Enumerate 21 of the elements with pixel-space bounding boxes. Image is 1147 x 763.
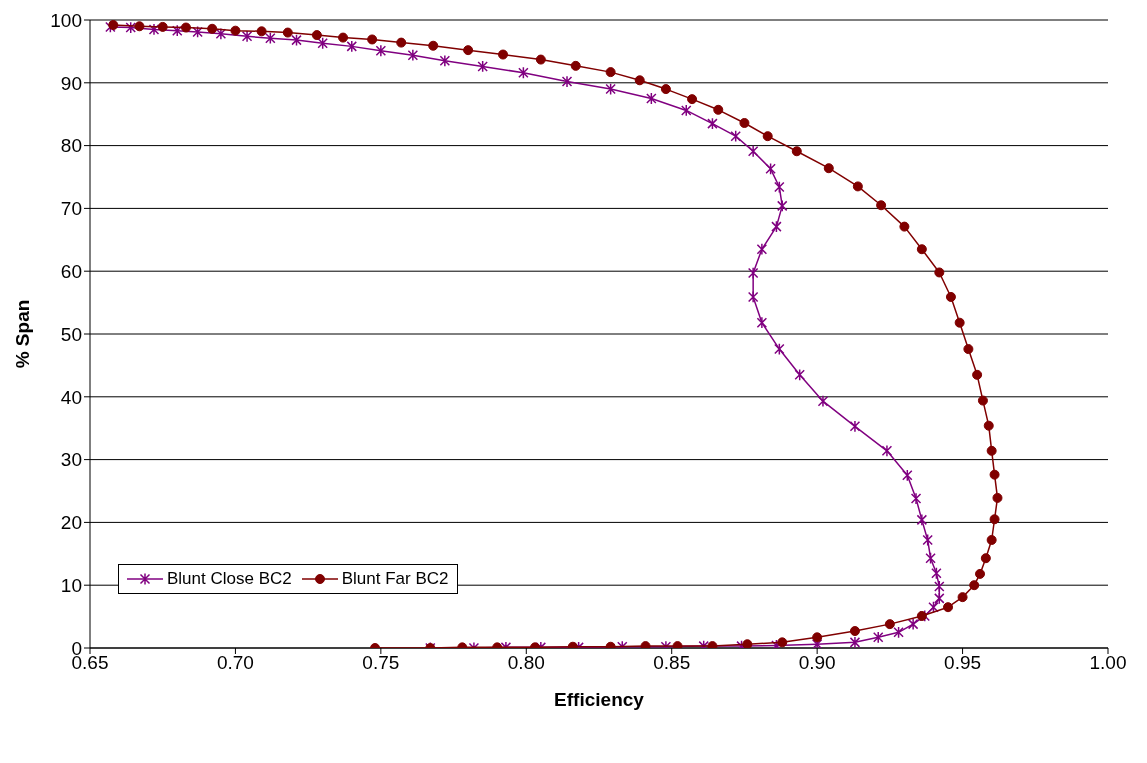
y-axis-title: % Span	[11, 299, 33, 369]
x-tick-label: 0.80	[507, 652, 545, 674]
y-tick-label: 70	[60, 198, 82, 220]
x-tick-label: 0.90	[798, 652, 836, 674]
x-tick-label: 0.95	[944, 652, 982, 674]
y-tick-label: 40	[60, 386, 82, 408]
x-tick-label: 1.00	[1089, 652, 1127, 674]
x-tick-label: 0.85	[653, 652, 691, 674]
y-tick-label: 90	[60, 72, 82, 94]
y-tick-label: 50	[60, 323, 82, 345]
y-tick-label: 30	[60, 449, 82, 471]
x-tick-label: 0.75	[362, 652, 400, 674]
y-tick-label: 10	[60, 574, 82, 596]
y-tick-label: 20	[60, 512, 82, 534]
x-axis-title: Efficiency	[554, 689, 645, 710]
y-tick-label: 100	[50, 9, 82, 31]
y-tick-label: 80	[60, 135, 82, 157]
legend-label: Blunt Far BC2	[341, 569, 449, 589]
y-tick-label: 60	[60, 260, 82, 282]
legend-label: Blunt Close BC2	[167, 569, 292, 589]
x-tick-label: 0.70	[216, 652, 254, 674]
